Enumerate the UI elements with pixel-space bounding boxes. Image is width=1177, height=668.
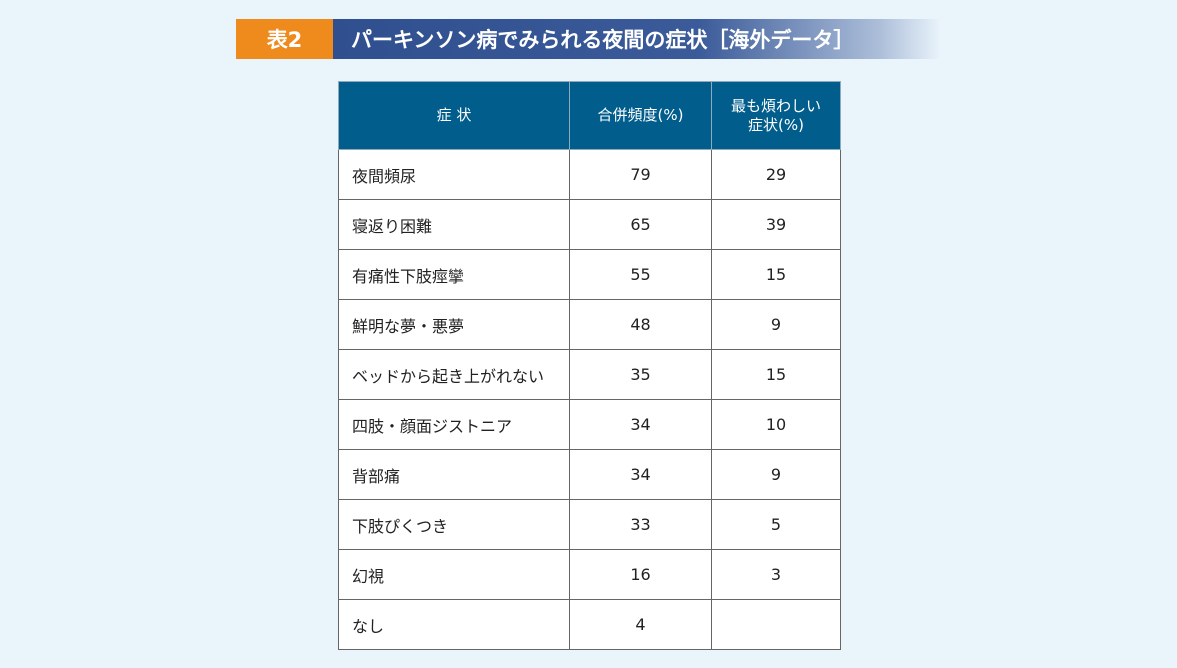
cell-bothersome: 15: [711, 349, 841, 400]
table-row: 幻視 16 3: [338, 549, 841, 600]
cell-bothersome: 3: [711, 549, 841, 600]
table-row: 寝返り困難 65 39: [338, 199, 841, 250]
cell-frequency: 55: [569, 249, 712, 300]
cell-frequency: 34: [569, 449, 712, 500]
cell-symptom: 夜間頻尿: [338, 149, 570, 200]
cell-symptom: 寝返り困難: [338, 199, 570, 250]
cell-symptom: 幻視: [338, 549, 570, 600]
cell-frequency: 79: [569, 149, 712, 200]
cell-bothersome: 9: [711, 299, 841, 350]
table-row: 夜間頻尿 79 29: [338, 149, 841, 200]
table-title: パーキンソン病でみられる夜間の症状［海外データ］: [333, 19, 941, 59]
table-number-badge: 表2: [236, 19, 333, 59]
header-most-bothersome-line2: 症状(%): [748, 115, 804, 134]
cell-frequency: 33: [569, 499, 712, 550]
table-row: なし 4: [338, 599, 841, 650]
cell-symptom: 有痛性下肢痙攣: [338, 249, 570, 300]
title-bar: 表2 パーキンソン病でみられる夜間の症状［海外データ］: [236, 19, 941, 59]
cell-symptom: 鮮明な夢・悪夢: [338, 299, 570, 350]
table-row: 下肢ぴくつき 33 5: [338, 499, 841, 550]
cell-frequency: 65: [569, 199, 712, 250]
cell-bothersome: 10: [711, 399, 841, 450]
header-most-bothersome: 最も煩わしい 症状(%): [711, 81, 841, 150]
header-frequency: 合併頻度(%): [569, 81, 712, 150]
cell-bothersome: [711, 599, 841, 650]
cell-symptom: ベッドから起き上がれない: [338, 349, 570, 400]
cell-frequency: 48: [569, 299, 712, 350]
cell-symptom: 背部痛: [338, 449, 570, 500]
table-row: 有痛性下肢痙攣 55 15: [338, 249, 841, 300]
header-symptom: 症 状: [338, 81, 570, 150]
cell-bothersome: 15: [711, 249, 841, 300]
table-header-row: 症 状 合併頻度(%) 最も煩わしい 症状(%): [338, 81, 841, 150]
cell-bothersome: 39: [711, 199, 841, 250]
cell-frequency: 16: [569, 549, 712, 600]
cell-frequency: 4: [569, 599, 712, 650]
cell-frequency: 35: [569, 349, 712, 400]
symptom-table: 症 状 合併頻度(%) 最も煩わしい 症状(%) 夜間頻尿 79 29 寝返り困…: [338, 81, 841, 650]
table-row: 背部痛 34 9: [338, 449, 841, 500]
cell-bothersome: 29: [711, 149, 841, 200]
header-most-bothersome-line1: 最も煩わしい: [730, 96, 821, 115]
table-row: 鮮明な夢・悪夢 48 9: [338, 299, 841, 350]
cell-bothersome: 5: [711, 499, 841, 550]
cell-symptom: 下肢ぴくつき: [338, 499, 570, 550]
table-row: 四肢・顔面ジストニア 34 10: [338, 399, 841, 450]
table-row: ベッドから起き上がれない 35 15: [338, 349, 841, 400]
cell-symptom: 四肢・顔面ジストニア: [338, 399, 570, 450]
cell-frequency: 34: [569, 399, 712, 450]
cell-bothersome: 9: [711, 449, 841, 500]
cell-symptom: なし: [338, 599, 570, 650]
